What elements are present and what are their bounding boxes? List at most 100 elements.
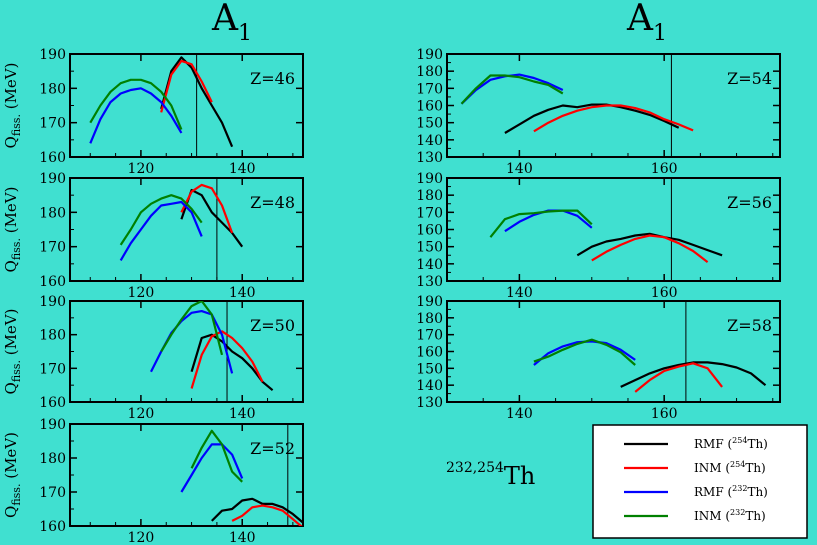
series-line bbox=[160, 59, 213, 113]
series-line bbox=[489, 209, 593, 238]
panel-label: Z=46 bbox=[250, 69, 295, 88]
y-tick-label: 170 bbox=[39, 485, 66, 501]
series-line bbox=[460, 74, 564, 105]
x-tick-label: 120 bbox=[128, 285, 155, 301]
y-tick-label: 180 bbox=[416, 64, 443, 80]
y-tick-label: 150 bbox=[416, 116, 443, 132]
series-line bbox=[180, 443, 244, 493]
legend-label: RMF (232Th) bbox=[694, 484, 768, 499]
panel-z-48: 160 170 180 190 120 140 Z=48 Qfiss. (MeV) bbox=[2, 171, 304, 301]
series-group bbox=[150, 301, 274, 392]
y-axis-title: Qfiss. (MeV) bbox=[2, 432, 23, 518]
x-tick-label: 120 bbox=[128, 530, 155, 545]
series-line bbox=[211, 497, 303, 524]
x-tick-label: 140 bbox=[229, 161, 256, 177]
column-title-left: A1 bbox=[211, 0, 252, 46]
x-tick-label: 140 bbox=[506, 161, 533, 177]
y-tick-label: 160 bbox=[416, 99, 443, 115]
series-line bbox=[89, 78, 183, 130]
series-line bbox=[591, 234, 709, 263]
series-line bbox=[231, 504, 303, 526]
y-tick-label: 180 bbox=[39, 451, 66, 467]
y-tick-label: 180 bbox=[416, 188, 443, 204]
series-line bbox=[504, 103, 680, 134]
panel-label: Z=52 bbox=[250, 439, 295, 458]
y-tick-label: 150 bbox=[416, 361, 443, 377]
y-tick-label: 140 bbox=[416, 257, 443, 273]
y-tick-label: 190 bbox=[416, 171, 443, 187]
y-axis-title: Qfiss. (MeV) bbox=[2, 187, 23, 273]
series-group bbox=[489, 209, 723, 263]
y-tick-label: 170 bbox=[39, 116, 66, 132]
y-tick-label: 170 bbox=[416, 81, 443, 97]
panel-label: Z=48 bbox=[250, 193, 295, 212]
y-tick-label: 130 bbox=[416, 150, 443, 166]
y-tick-label: 160 bbox=[39, 519, 66, 535]
x-tick-label: 160 bbox=[651, 285, 678, 301]
y-tick-label: 130 bbox=[416, 395, 443, 411]
series-line bbox=[119, 200, 203, 261]
y-tick-label: 190 bbox=[39, 417, 66, 433]
series-line bbox=[533, 104, 694, 133]
y-tick-label: 190 bbox=[39, 294, 66, 310]
y-tick-label: 180 bbox=[416, 311, 443, 327]
y-tick-label: 180 bbox=[39, 205, 66, 221]
series-line bbox=[119, 194, 203, 246]
y-tick-label: 190 bbox=[416, 47, 443, 63]
y-tick-label: 140 bbox=[416, 378, 443, 394]
x-tick-label: 140 bbox=[229, 285, 256, 301]
series-line bbox=[160, 301, 224, 356]
series-line bbox=[160, 56, 234, 148]
y-tick-label: 170 bbox=[416, 205, 443, 221]
x-tick-label: 160 bbox=[651, 161, 678, 177]
series-line bbox=[634, 362, 723, 393]
series-line bbox=[190, 330, 264, 389]
x-tick-label: 140 bbox=[506, 285, 533, 301]
series-line bbox=[576, 232, 723, 257]
legend-entry: INM (254Th) bbox=[624, 460, 766, 475]
x-tick-label: 140 bbox=[229, 406, 256, 422]
column-title-right: A1 bbox=[626, 0, 667, 46]
legend-label: INM (232Th) bbox=[694, 508, 766, 523]
legend-entry: RMF (254Th) bbox=[624, 436, 768, 451]
y-axis-title: Qfiss. (MeV) bbox=[2, 63, 23, 149]
legend-entry: INM (232Th) bbox=[624, 508, 766, 523]
y-tick-label: 180 bbox=[39, 328, 66, 344]
x-tick-label: 120 bbox=[128, 161, 155, 177]
y-tick-label: 170 bbox=[39, 240, 66, 256]
y-tick-label: 130 bbox=[416, 274, 443, 290]
series-line bbox=[180, 183, 234, 234]
y-tick-label: 170 bbox=[416, 328, 443, 344]
y-tick-label: 140 bbox=[416, 133, 443, 149]
legend-entries: RMF (254Th) INM (254Th) RMF (232Th) INM (23… bbox=[624, 436, 768, 523]
series-line bbox=[190, 429, 243, 483]
panel-z-46: 160 170 180 190 120 140 Z=46 Qfiss. (MeV) bbox=[2, 47, 304, 177]
x-tick-label: 160 bbox=[651, 406, 678, 422]
panel-label: Z=54 bbox=[727, 69, 772, 88]
y-axis-title: Qfiss. (MeV) bbox=[2, 309, 23, 395]
series-group bbox=[533, 338, 767, 393]
series-group bbox=[89, 56, 234, 148]
y-tick-label: 190 bbox=[39, 47, 66, 63]
panel-z-52: 160 170 180 190 120 140 Z=52 Qfiss. (MeV) bbox=[2, 417, 304, 545]
legend-label: RMF (254Th) bbox=[694, 436, 768, 451]
y-tick-label: 150 bbox=[416, 240, 443, 256]
panel-label: Z=50 bbox=[250, 316, 295, 335]
x-tick-label: 140 bbox=[506, 406, 533, 422]
series-line bbox=[533, 338, 636, 366]
panel-z-50: 160 170 180 190 120 140 Z=50 Qfiss. (MeV) bbox=[2, 294, 304, 422]
nucleus-label: 232,254Th bbox=[446, 460, 535, 490]
panel-label: Z=58 bbox=[727, 316, 772, 335]
x-tick-label: 120 bbox=[128, 406, 155, 422]
legend-label: INM (254Th) bbox=[694, 460, 766, 475]
y-tick-label: 170 bbox=[39, 361, 66, 377]
series-line bbox=[89, 87, 183, 144]
y-tick-label: 160 bbox=[416, 345, 443, 361]
series-group bbox=[460, 73, 694, 134]
series-group bbox=[119, 183, 244, 261]
